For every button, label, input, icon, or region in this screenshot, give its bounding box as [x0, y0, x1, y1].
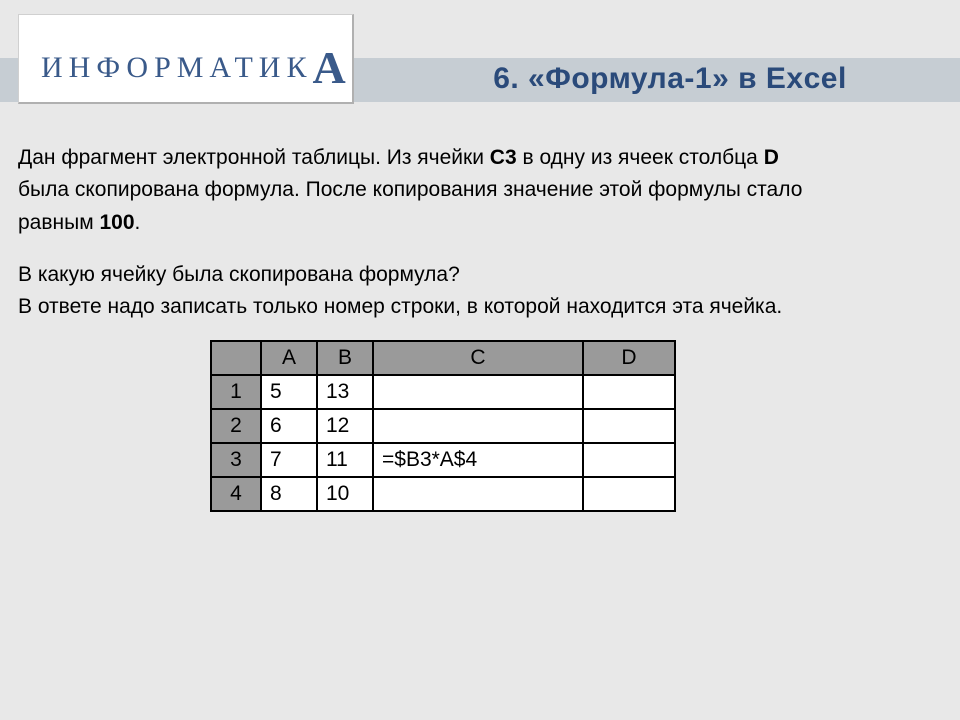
p3b: 100 [99, 211, 134, 234]
cell [373, 477, 583, 511]
col-header: C [373, 341, 583, 375]
cell: 10 [317, 477, 373, 511]
logo-box: ИНФОРМАТИКА [18, 14, 354, 104]
table-row: 1 5 13 [211, 375, 675, 409]
cell: 5 [261, 375, 317, 409]
p1c: в одну из ячеек столбца [517, 146, 764, 169]
col-header: D [583, 341, 675, 375]
cell: 7 [261, 443, 317, 477]
spreadsheet-table: A B C D 1 5 13 2 6 12 3 7 11 =$B3*A$4 4 … [210, 340, 676, 512]
q2: В ответе надо записать только номер стро… [18, 293, 938, 321]
p1d: D [764, 146, 779, 169]
q1: В какую ячейку была скопирована формула? [18, 261, 938, 289]
col-header: B [317, 341, 373, 375]
p3a: равным [18, 211, 99, 234]
cell [583, 409, 675, 443]
row-header: 1 [211, 375, 261, 409]
cell: 13 [317, 375, 373, 409]
row-header: 3 [211, 443, 261, 477]
table-header-row: A B C D [211, 341, 675, 375]
logo-accent: А [312, 42, 345, 93]
cell [583, 375, 675, 409]
cell: 8 [261, 477, 317, 511]
table-row: 2 6 12 [211, 409, 675, 443]
cell [583, 477, 675, 511]
corner-cell [211, 341, 261, 375]
problem-text: Дан фрагмент электронной таблицы. Из яче… [18, 144, 938, 326]
row-header: 2 [211, 409, 261, 443]
cell [583, 443, 675, 477]
cell [373, 409, 583, 443]
p2: была скопирована формула. После копирова… [18, 176, 938, 204]
cell: 11 [317, 443, 373, 477]
p3c: . [135, 211, 141, 234]
p1b: C3 [490, 146, 517, 169]
cell: 6 [261, 409, 317, 443]
logo-text: ИНФОРМАТИКА [41, 41, 346, 94]
slide-title: 6. «Формула-1» в Excel [400, 62, 940, 96]
cell: =$B3*A$4 [373, 443, 583, 477]
logo-main: ИНФОРМАТИК [41, 51, 312, 84]
col-header: A [261, 341, 317, 375]
row-header: 4 [211, 477, 261, 511]
p1a: Дан фрагмент электронной таблицы. Из яче… [18, 146, 490, 169]
table-row: 4 8 10 [211, 477, 675, 511]
cell [373, 375, 583, 409]
table-row: 3 7 11 =$B3*A$4 [211, 443, 675, 477]
cell: 12 [317, 409, 373, 443]
